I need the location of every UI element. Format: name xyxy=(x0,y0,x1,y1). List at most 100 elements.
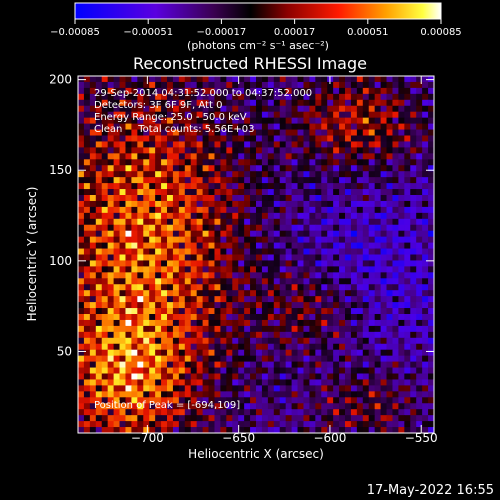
heatmap-cell xyxy=(285,76,292,83)
heatmap-cell xyxy=(226,76,233,83)
heatmap-cell xyxy=(161,427,168,434)
heatmap-cell xyxy=(143,159,150,166)
heatmap-cell xyxy=(208,99,215,107)
heatmap-cell xyxy=(398,105,405,113)
heatmap-cell xyxy=(190,284,198,291)
heatmap-cell xyxy=(149,129,156,136)
heatmap-cell xyxy=(119,153,126,160)
heatmap-cell xyxy=(95,278,103,285)
heatmap-cell xyxy=(155,254,162,261)
heatmap-cell xyxy=(95,367,103,374)
heatmap-cell xyxy=(107,212,114,220)
heatmap-cell xyxy=(167,159,174,166)
heatmap-cell xyxy=(291,391,298,398)
heatmap-cell xyxy=(297,409,304,416)
heatmap-cell xyxy=(208,81,215,89)
heatmap-cell xyxy=(416,153,423,160)
heatmap-cell xyxy=(113,319,120,327)
heatmap-cell xyxy=(315,93,322,101)
heatmap-cell xyxy=(350,415,358,422)
heatmap-cell xyxy=(78,248,85,255)
heatmap-cell xyxy=(196,296,203,303)
heatmap-cell xyxy=(161,141,168,148)
heatmap-cell xyxy=(422,373,429,380)
heatmap-cell xyxy=(386,93,393,101)
heatmap-cell xyxy=(297,385,304,392)
heatmap-cell xyxy=(291,147,298,154)
heatmap-cell xyxy=(410,415,417,422)
heatmap-cell xyxy=(285,224,292,232)
heatmap-cell xyxy=(226,290,233,297)
heatmap-cell xyxy=(339,147,346,154)
heatmap-cell xyxy=(155,76,162,83)
heatmap-cell xyxy=(143,296,150,303)
heatmap-cell xyxy=(380,105,387,113)
heatmap-cell xyxy=(398,415,405,422)
heatmap-cell xyxy=(386,224,393,232)
heatmap-cell xyxy=(345,325,352,333)
heatmap-cell xyxy=(208,290,215,297)
heatmap-cell xyxy=(303,349,310,357)
heatmap-cell xyxy=(161,183,168,190)
heatmap-cell xyxy=(392,284,399,291)
heatmap-cell xyxy=(232,111,239,119)
heatmap-cell xyxy=(428,93,435,101)
heatmap-cell xyxy=(416,325,423,333)
heatmap-cell xyxy=(184,427,192,434)
heatmap-cell xyxy=(356,230,364,238)
heatmap-cell xyxy=(149,278,156,285)
heatmap-cell xyxy=(161,302,168,309)
heatmap-cell xyxy=(202,361,209,368)
heatmap-cell xyxy=(202,284,209,291)
heatmap-cell xyxy=(137,200,144,208)
heatmap-cell xyxy=(368,278,376,285)
heatmap-cell xyxy=(362,254,370,261)
heatmap-cell xyxy=(83,355,91,362)
heatmap-cell xyxy=(131,153,138,160)
heatmap-cell xyxy=(345,266,352,273)
heatmap-cell xyxy=(83,415,91,422)
heatmap-cell xyxy=(380,129,387,136)
heatmap-cell xyxy=(303,105,310,113)
heatmap-cell xyxy=(309,254,316,261)
heatmap-cell xyxy=(303,409,310,416)
heatmap-cell xyxy=(250,76,257,83)
heatmap-cell xyxy=(267,105,275,113)
heatmap-cell xyxy=(238,248,245,255)
heatmap-cell xyxy=(226,331,233,339)
heatmap-cell xyxy=(416,117,423,124)
heatmap-cell xyxy=(208,230,215,238)
heatmap-cell xyxy=(113,117,120,124)
heatmap-cell xyxy=(327,343,334,351)
heatmap-cell xyxy=(172,81,180,89)
heatmap-cell xyxy=(267,302,275,309)
heatmap-cell xyxy=(89,260,97,267)
heatmap-cell xyxy=(374,99,381,107)
heatmap-cell xyxy=(161,278,168,285)
heatmap-cell xyxy=(321,367,328,374)
heatmap-cell xyxy=(410,165,417,172)
heatmap-cell xyxy=(267,254,275,261)
heatmap-cell xyxy=(95,373,103,380)
heatmap-cell xyxy=(267,141,275,148)
heatmap-cell xyxy=(285,141,292,148)
heatmap-cell xyxy=(155,195,162,202)
heatmap-cell xyxy=(238,343,245,351)
heatmap-cell xyxy=(190,183,198,190)
heatmap-cell xyxy=(297,206,304,214)
heatmap-cell xyxy=(285,391,292,398)
heatmap-cell xyxy=(232,212,239,220)
heatmap-cell xyxy=(250,254,257,261)
heatmap-cell xyxy=(374,278,381,285)
heatmap-cell xyxy=(321,99,328,107)
heatmap-cell xyxy=(279,296,287,303)
heatmap-cell xyxy=(214,153,221,160)
heatmap-cell xyxy=(267,129,275,136)
heatmap-cell xyxy=(202,331,209,339)
heatmap-cell xyxy=(208,284,215,291)
heatmap-cell xyxy=(261,325,269,333)
heatmap-cell xyxy=(83,343,91,351)
heatmap-cell xyxy=(190,343,198,351)
heatmap-cell xyxy=(220,331,227,339)
heatmap-cell xyxy=(309,123,316,130)
